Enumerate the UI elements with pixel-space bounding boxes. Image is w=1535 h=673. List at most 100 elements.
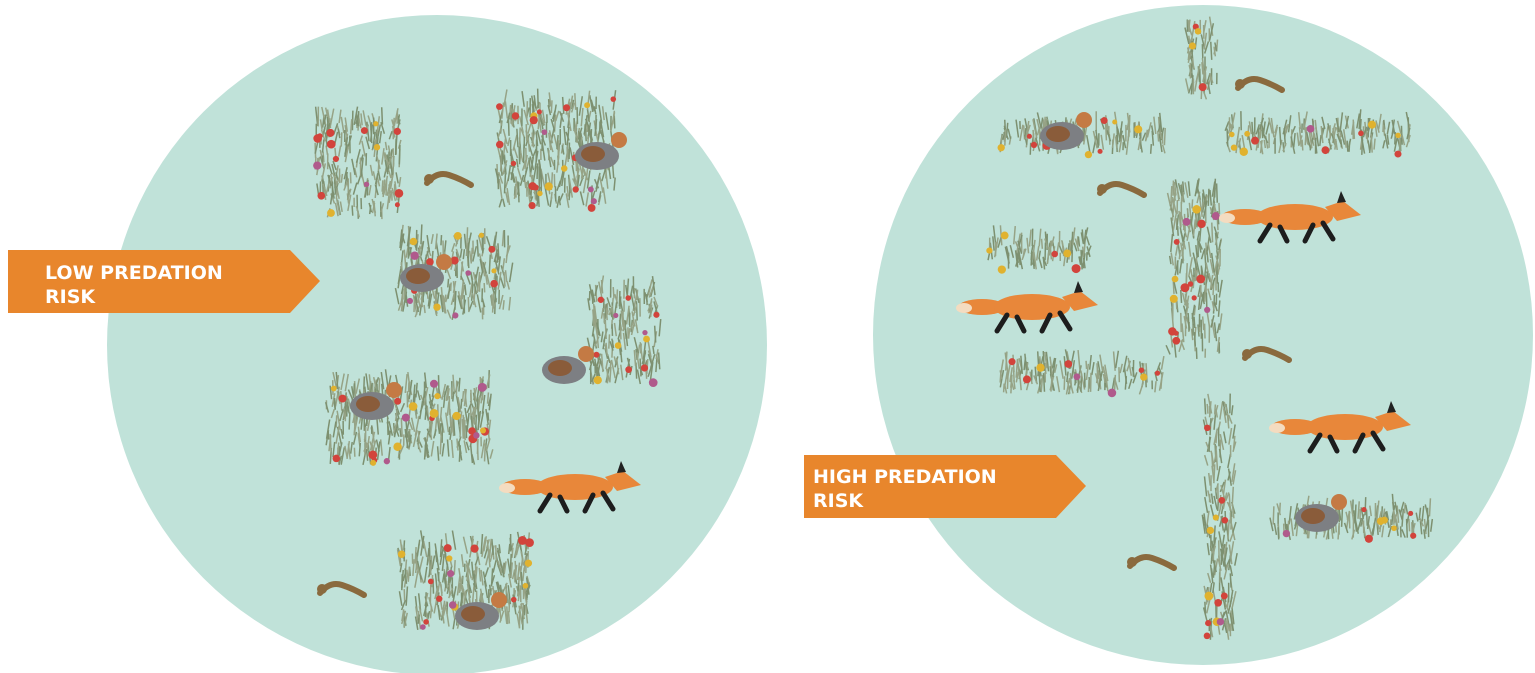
grass-blade <box>1210 315 1215 328</box>
grass-blade <box>499 152 503 172</box>
fox-tail-tip <box>956 303 972 313</box>
grass-blade <box>402 572 407 582</box>
grass-blade <box>339 201 343 212</box>
grass-blade <box>483 580 489 599</box>
grass-blade <box>1207 393 1213 414</box>
flower <box>561 165 568 172</box>
flower <box>338 394 347 403</box>
grass-blade <box>365 136 371 150</box>
grass-blade <box>461 284 466 300</box>
banner-line: LOW PREDATION <box>45 262 223 284</box>
grass-blade <box>514 560 517 580</box>
grass-patch <box>1224 109 1411 158</box>
flower <box>452 411 461 421</box>
grass-blade <box>1187 51 1191 61</box>
flower <box>1204 424 1211 432</box>
grass-blade <box>544 185 550 206</box>
grass-blade <box>429 606 433 619</box>
grass-blade <box>400 232 406 244</box>
grass-blade <box>513 146 519 159</box>
grass-blade <box>556 135 559 150</box>
grass-blade <box>451 242 456 253</box>
grass-blade <box>636 289 639 301</box>
grass-blade <box>1381 525 1385 538</box>
grass-blade <box>630 293 636 313</box>
grass-blade <box>1217 300 1221 317</box>
grass-blade <box>335 415 338 428</box>
grass-blade <box>1178 249 1182 260</box>
grass-blade <box>1019 124 1024 142</box>
grass-blade <box>1203 264 1207 279</box>
grass-blade <box>1128 378 1133 390</box>
grass-blade <box>1180 242 1185 261</box>
flower <box>597 296 605 303</box>
partridge-head <box>491 592 507 608</box>
grass-blade <box>1196 191 1201 204</box>
grass-blade <box>340 447 346 465</box>
grass-blade <box>443 571 447 588</box>
grass-blade <box>387 145 392 157</box>
grass-blade <box>416 539 421 557</box>
grass-blade <box>1161 144 1166 154</box>
fox-leg <box>1307 432 1323 454</box>
grass-blade <box>488 538 493 557</box>
grass-blade <box>328 435 332 452</box>
flower <box>593 351 600 358</box>
flower <box>1206 526 1215 535</box>
grass-blade <box>1209 418 1212 436</box>
grass-blade <box>431 555 436 570</box>
flower <box>1212 514 1219 521</box>
grass-blade <box>353 106 359 126</box>
grass-blade <box>335 175 341 187</box>
grass-blade <box>344 136 349 157</box>
grass-blade <box>1187 19 1191 33</box>
grass-blade <box>346 188 352 201</box>
grass-blade <box>1082 253 1086 267</box>
grass-blade <box>441 383 447 400</box>
grass-blade <box>1177 182 1183 196</box>
flower <box>613 312 619 319</box>
grass-blade <box>618 313 622 331</box>
grass-blade <box>324 402 330 413</box>
grass-blade <box>1214 42 1218 52</box>
grass-blade <box>322 183 328 197</box>
grass-blade <box>1263 134 1269 144</box>
grass-blade <box>365 448 369 461</box>
grass-blade <box>653 296 659 307</box>
grass-blade <box>550 172 554 186</box>
grass-blade <box>404 568 408 584</box>
grass-blade <box>399 562 403 573</box>
grass-blade <box>1213 414 1217 430</box>
grass-blade <box>1211 181 1216 197</box>
grass-blade <box>1053 364 1058 374</box>
flower <box>393 442 402 451</box>
grass-blade <box>595 172 601 190</box>
grass-blade <box>415 561 421 576</box>
grass-blade <box>473 387 477 401</box>
grass-blade <box>604 344 609 357</box>
grass-blade <box>1172 279 1178 294</box>
grass-blade <box>479 411 485 428</box>
grass-blade <box>446 268 452 280</box>
grass-blade <box>649 304 653 317</box>
grass-blade <box>572 173 578 185</box>
flower <box>1134 125 1143 134</box>
grass-blade <box>376 116 381 134</box>
grass-blade <box>503 89 508 108</box>
grass-blade <box>1000 359 1004 375</box>
grass-blade <box>518 605 523 625</box>
grass-blade <box>1185 263 1188 284</box>
grass-blade <box>497 256 502 272</box>
grass-blade <box>375 154 381 170</box>
grass-blade <box>376 441 381 460</box>
grass-blade <box>1343 522 1349 534</box>
flower <box>587 186 594 193</box>
grass-blade <box>1421 505 1425 522</box>
grass-blade <box>336 390 341 405</box>
flower <box>1064 360 1073 368</box>
grass-blade <box>441 573 445 583</box>
grass-blade <box>1102 366 1107 380</box>
flower <box>394 202 400 208</box>
grass-blade <box>1175 214 1180 230</box>
flower <box>525 538 534 547</box>
